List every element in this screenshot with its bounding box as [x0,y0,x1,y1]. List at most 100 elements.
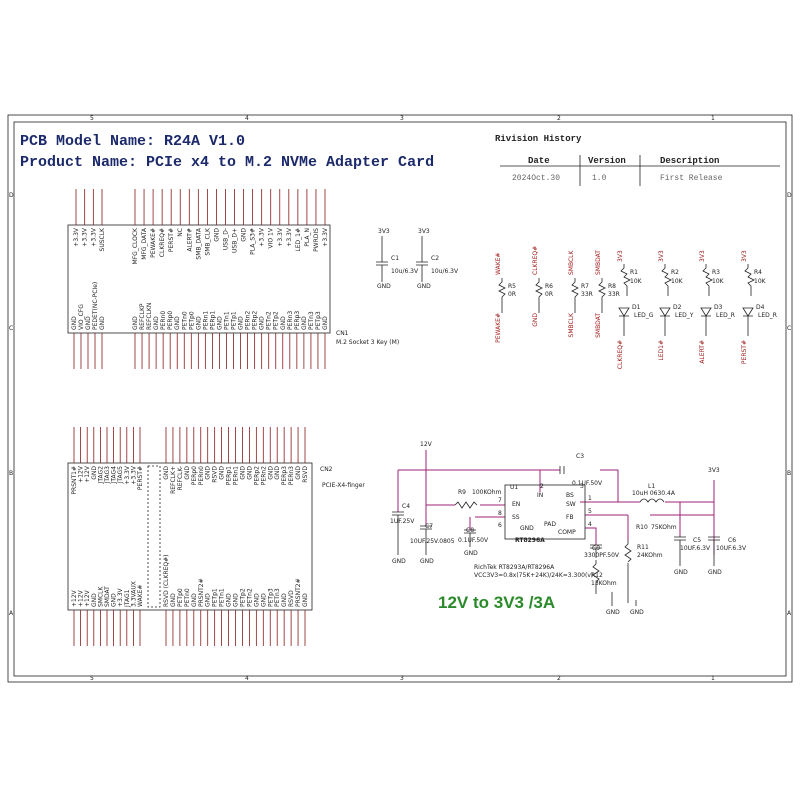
headline: 12V to 3V3 /3A [438,593,555,612]
ruler-label: 5 [90,115,94,122]
res-value: 10K [630,278,643,285]
pin-label: GND [163,466,170,480]
res-value: 0R [508,291,516,298]
pin-num: 4 [588,521,592,528]
pin-fb: FB [566,514,574,521]
pin-label: RSVD [212,466,219,483]
u1-body [504,484,586,540]
r11-value: 24KOhm [637,552,663,559]
pin-label: JTAG5 [117,466,124,485]
pin-label: PRSNT2# [198,578,205,607]
pin-label: PERn2 [260,466,267,485]
pin-label: USB_D- [222,228,229,250]
pin-label: +12V [84,589,91,607]
pin-label: PLA_S3# [250,228,257,255]
c9-value: 3300PF.50V [584,552,620,559]
pin-label: PRSNT2# [295,578,302,607]
pin-label: PERST# [168,228,175,252]
rev-date: 2024Oct.30 [512,174,560,183]
pin-label: PERn3 [288,466,295,485]
led [742,307,754,336]
led-name: LED_R [758,312,777,319]
ruler-label: C [787,325,791,332]
led [700,307,712,336]
gnd-label: GND [674,569,688,576]
pin-label: PETn2 [246,588,253,607]
resistor [702,264,713,296]
res-value: 10K [754,278,767,285]
led-ref: D3 [714,304,723,311]
pin-label: PERn0 [160,311,167,330]
pin-label: VIO_CFG [78,304,85,330]
pin-num: 3 [580,483,584,490]
pin-label: NC [177,228,184,237]
net-label: 3V3 [418,228,430,235]
pin-label: JTAG2 [97,466,104,485]
ruler-label: 3 [400,675,404,682]
pin-label: GND [253,593,260,607]
res-ref: R3 [712,269,720,276]
cn2-name: PCIE-X4-finger [322,482,365,489]
pin-label: GND [301,316,308,330]
pin-label: +3.3V [130,465,137,485]
res-value: 0R [545,291,553,298]
ruler-label: D [9,192,14,199]
c5-value: 10UF.6.3V [680,545,711,552]
pin-num: 8 [498,510,502,517]
cn1-name: M.2 Socket 3 Key (M) [336,339,399,346]
pin-label: +3.3V [286,227,293,247]
pin-label: +3.3V [124,465,131,485]
ruler-label: 3 [400,115,404,122]
gnd-label: GND [464,550,478,557]
c3-ref: C3 [576,453,584,460]
led-name: LED_G [634,312,654,319]
pin-pad: PAD [544,521,556,528]
pin-label: SUSCLK [99,227,106,252]
pin-label: ALERT# [186,228,193,252]
pin-label: USB_D+ [232,228,239,253]
l1-value: 10uH 0630.4A [632,490,676,497]
resistor [620,264,631,296]
res-value: 33R [581,291,593,298]
pin-label: GND [281,593,288,607]
vout-label: 3V3 [708,467,720,474]
pin-label: PETn3 [274,588,281,607]
gnd-label: GND [377,283,391,290]
pin-label: PERn1 [233,466,240,485]
pin-label: PRSNT1# [71,466,78,495]
pcb-model: PCB Model Name: R24A V1.0 [20,133,245,150]
pin-bs: BS [566,492,574,499]
r9-value: 100KOhm [472,489,502,496]
res-value: 10K [712,278,725,285]
pin-label: PETp0 [188,311,195,330]
c6-value: 10UF.6.3V [716,545,747,552]
pin-label: GND [216,316,223,330]
regulator-labels: 12V C3 0.1UF.50V U1 IN BS EN SW SS FB PA… [390,441,747,616]
pin-label: PETn0 [184,588,191,607]
net-label: CLKREQ# [532,246,539,275]
ruler-label: A [787,610,792,617]
pin-label: GND [170,593,177,607]
net-label: SMBCLK [568,249,575,275]
pin-label: PETp3 [267,588,274,607]
pin-label: PERn1 [202,311,209,330]
led [618,307,630,336]
pin-label: PETn0 [181,311,188,330]
r9-ref: R9 [458,489,466,496]
col-date: Date [528,156,550,166]
res-ref: R5 [508,283,516,290]
pin-label: REFCLKN [146,303,153,330]
pin-label: PERn2 [245,311,252,330]
pin-label: PETn2 [266,311,273,330]
cn2-ref: CN2 [320,466,333,473]
pin-label: PEDET(NC-PCIe) [92,282,99,330]
pin-label: PERp3 [294,311,301,330]
capacitor [376,236,388,282]
pin-label: SMDAT [104,586,111,607]
pin-label: JTAG3 [104,466,111,485]
pin-label: GND [195,316,202,330]
pin-ss: SS [512,514,520,521]
res-value: 33R [608,291,620,298]
pin-label: GND [267,466,274,480]
revision-title: Rivision History [495,134,582,144]
